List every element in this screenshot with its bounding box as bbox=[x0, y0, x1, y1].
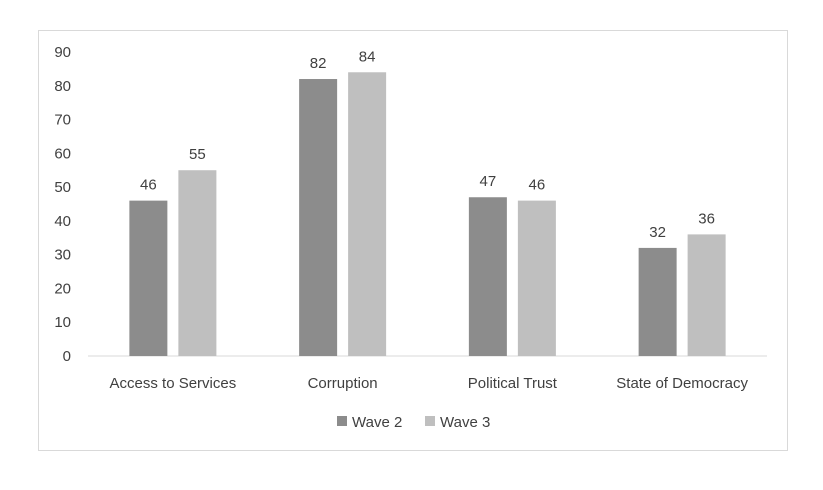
legend-label: Wave 2 bbox=[352, 414, 402, 431]
y-tick-label: 90 bbox=[54, 44, 71, 61]
x-tick-label: State of Democracy bbox=[616, 375, 748, 392]
bar-wave-2 bbox=[299, 79, 338, 357]
y-tick-label: 30 bbox=[54, 247, 71, 264]
bar-wave-2 bbox=[638, 247, 677, 356]
y-tick-label: 40 bbox=[54, 213, 71, 230]
y-axis: 0 10 20 30 40 50 60 70 80 90 bbox=[54, 44, 71, 365]
data-label: 55 bbox=[189, 146, 206, 163]
data-label: 46 bbox=[529, 177, 546, 194]
data-labels: 46 55 82 84 47 46 32 36 bbox=[140, 48, 715, 241]
legend-swatch bbox=[425, 416, 435, 426]
x-tick-label: Political Trust bbox=[468, 375, 558, 392]
bar-wave-2 bbox=[468, 197, 507, 356]
y-tick-label: 70 bbox=[54, 112, 71, 129]
bar-wave-2 bbox=[129, 200, 168, 356]
x-tick-label: Corruption bbox=[308, 375, 378, 392]
x-axis: Access to Services Corruption Political Tr… bbox=[110, 375, 749, 392]
legend: Wave 2 Wave 3 bbox=[337, 414, 490, 431]
y-tick-label: 60 bbox=[54, 145, 71, 162]
y-tick-label: 80 bbox=[54, 78, 71, 95]
bar-wave-3 bbox=[687, 234, 726, 356]
legend-swatch bbox=[337, 416, 347, 426]
data-label: 84 bbox=[359, 48, 376, 65]
x-tick-label: Access to Services bbox=[110, 375, 237, 392]
legend-label: Wave 3 bbox=[440, 414, 490, 431]
bar-wave-3 bbox=[348, 72, 387, 357]
y-tick-label: 50 bbox=[54, 179, 71, 196]
y-tick-label: 0 bbox=[63, 348, 71, 365]
data-label: 82 bbox=[310, 55, 327, 72]
bar-wave-3 bbox=[178, 170, 217, 356]
y-tick-label: 20 bbox=[54, 280, 71, 297]
y-tick-label: 10 bbox=[54, 314, 71, 331]
data-label: 47 bbox=[480, 173, 497, 190]
bar-wave-3 bbox=[517, 200, 556, 356]
bars bbox=[129, 72, 726, 357]
data-label: 32 bbox=[649, 224, 666, 241]
data-label: 46 bbox=[140, 177, 157, 194]
data-label: 36 bbox=[698, 210, 715, 227]
